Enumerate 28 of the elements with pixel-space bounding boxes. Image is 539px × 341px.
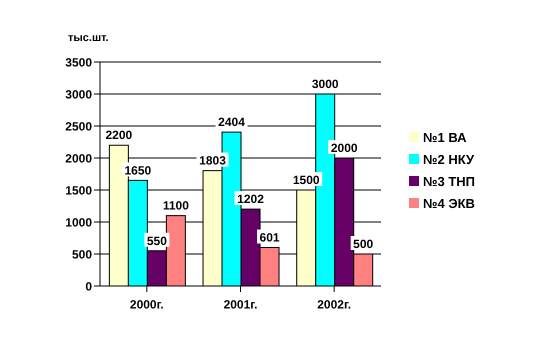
x-tick-label: 2000г. bbox=[130, 298, 164, 312]
data-label: 2404 bbox=[218, 115, 246, 130]
data-label: 2000 bbox=[330, 141, 358, 155]
y-tick-label: 1500 bbox=[65, 183, 92, 198]
y-tick-label: 2500 bbox=[65, 119, 92, 134]
y-tick-label: 500 bbox=[72, 247, 92, 262]
y-tick-label: 1000 bbox=[65, 215, 92, 230]
data-label: 1803 bbox=[199, 154, 226, 168]
data-label: 1650 bbox=[124, 163, 152, 178]
y-tick-label: 0 bbox=[85, 279, 92, 294]
legend-label: №2 НКУ bbox=[423, 152, 474, 166]
y-tick-label: 3500 bbox=[65, 55, 92, 70]
data-label: 1100 bbox=[162, 198, 190, 213]
legend-label: №4 ЭКВ bbox=[423, 196, 475, 210]
data-label: 601 bbox=[260, 230, 280, 245]
y-tick-label: 2000 bbox=[65, 151, 92, 166]
x-tick-label: 2001г. bbox=[224, 298, 258, 312]
legend-label: №1 ВА bbox=[423, 130, 466, 144]
y-tick-label: 3000 bbox=[65, 87, 92, 102]
data-label: 550 bbox=[146, 234, 168, 248]
data-label: 2200 bbox=[106, 128, 133, 142]
data-label: 500 bbox=[353, 237, 374, 251]
data-label: 3000 bbox=[312, 77, 339, 91]
data-label: 1202 bbox=[237, 192, 264, 206]
data-label: 1500 bbox=[292, 173, 320, 187]
x-tick-label: 2002г. bbox=[317, 298, 352, 312]
y-axis-title: тыс.шт. bbox=[68, 32, 109, 44]
legend-label: №3 ТНП bbox=[423, 174, 476, 188]
